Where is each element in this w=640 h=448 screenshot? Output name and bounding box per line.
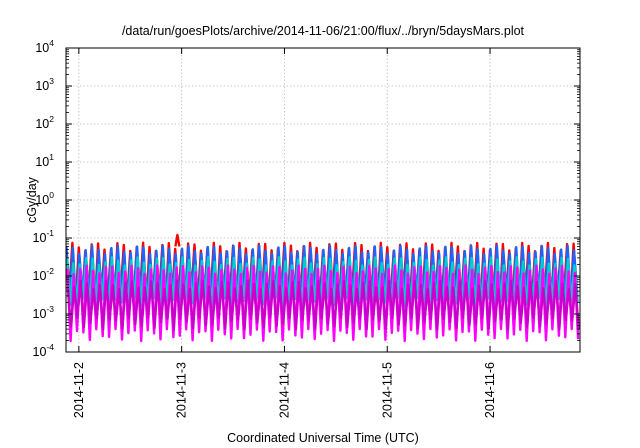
x-tick-label: 2014-11-6 bbox=[483, 362, 497, 418]
y-tick-label: 10-1 bbox=[33, 228, 55, 245]
series-line bbox=[66, 279, 580, 331]
y-tick-label: 101 bbox=[35, 152, 54, 169]
y-tick-labels: 10-4 10-3 10-2 10-1 100 101 102 103 104 bbox=[33, 38, 55, 359]
y-tick-label: 103 bbox=[35, 76, 54, 93]
x-tick-label: 2014-11-2 bbox=[72, 362, 86, 418]
x-tick-labels: 2014-11-2 2014-11-3 2014-11-4 2014-11-5 2014… bbox=[72, 362, 497, 418]
x-tick-label: 2014-11-3 bbox=[175, 362, 189, 418]
x-tick-label: 2014-11-5 bbox=[380, 362, 394, 418]
y-tick-label: 100 bbox=[35, 190, 54, 207]
y-tick-label: 102 bbox=[35, 114, 54, 131]
y-tick-label: 10-2 bbox=[33, 266, 55, 283]
x-axis-label: Coordinated Universal Time (UTC) bbox=[227, 431, 419, 445]
y-tick-label: 104 bbox=[35, 38, 54, 55]
y-tick-label: 10-4 bbox=[33, 342, 55, 359]
ticks bbox=[66, 47, 580, 353]
series-layer bbox=[66, 233, 580, 343]
y-tick-label: 10-3 bbox=[33, 304, 55, 321]
y-axis-label: cGy/day bbox=[25, 176, 39, 223]
chart-title: /data/run/goesPlots/archive/2014-11-06/2… bbox=[122, 24, 525, 38]
x-tick-label: 2014-11-4 bbox=[277, 362, 291, 418]
